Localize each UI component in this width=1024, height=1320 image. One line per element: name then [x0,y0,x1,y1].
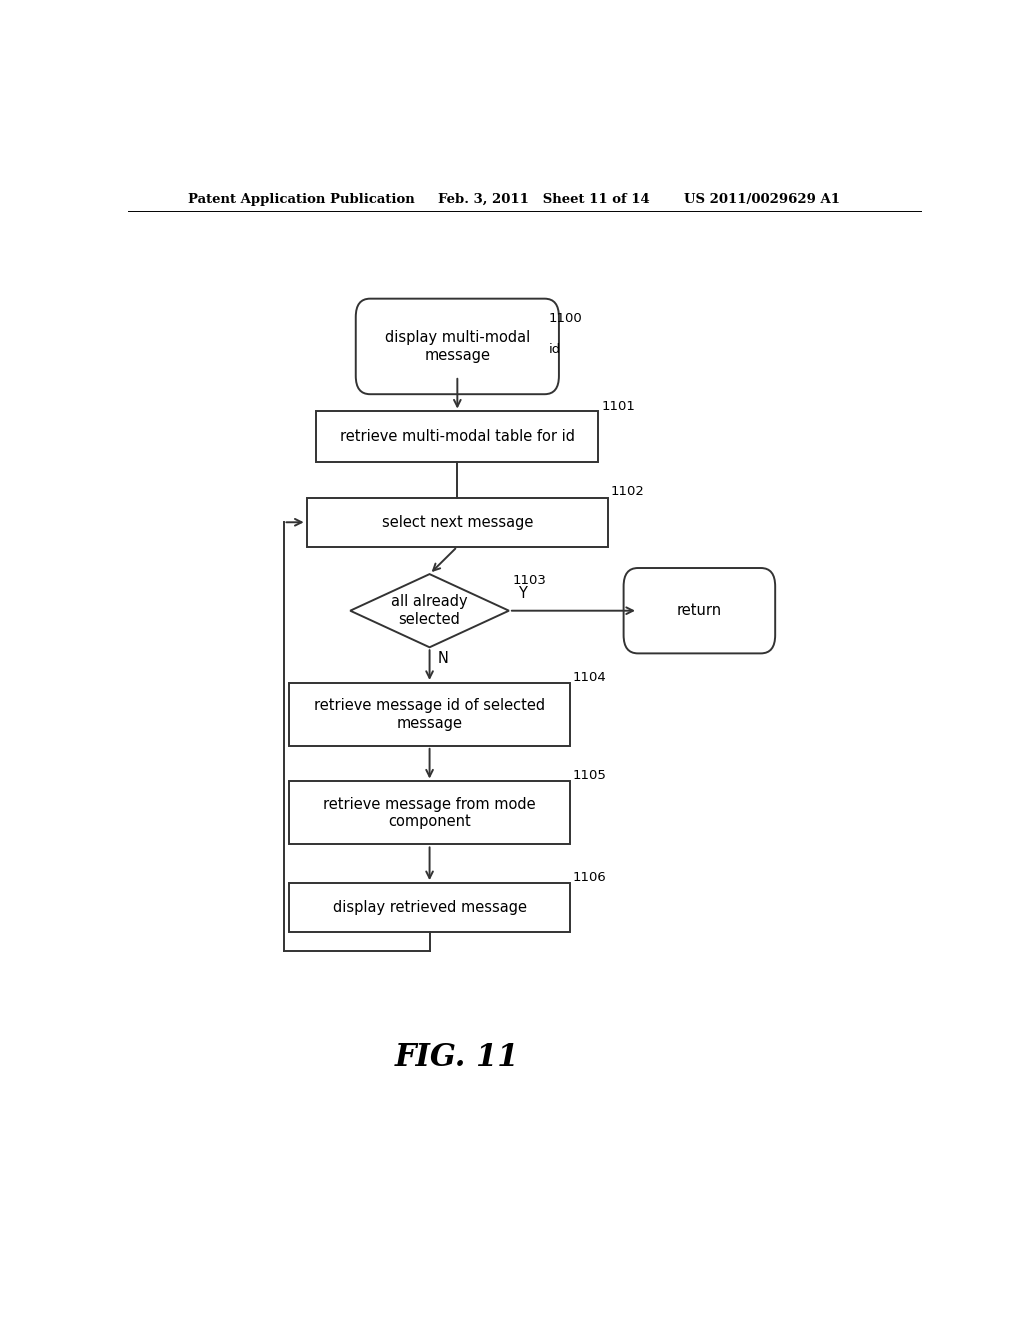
Text: id: id [549,343,561,356]
FancyBboxPatch shape [355,298,559,395]
Text: 1106: 1106 [572,871,606,884]
Text: 1101: 1101 [602,400,636,412]
Text: select next message: select next message [382,515,534,529]
Text: 1100: 1100 [549,312,583,325]
Bar [289,883,570,932]
Text: retrieve message from mode
component: retrieve message from mode component [324,797,536,829]
Text: all already
selected: all already selected [391,594,468,627]
Text: return: return [677,603,722,618]
Text: Patent Application Publication: Patent Application Publication [187,193,415,206]
Bar [306,498,608,546]
Text: retrieve message id of selected
message: retrieve message id of selected message [314,698,545,730]
FancyBboxPatch shape [624,568,775,653]
Polygon shape [350,574,509,647]
Text: display multi-modal
message: display multi-modal message [385,330,530,363]
Text: 1104: 1104 [572,671,606,684]
Text: N: N [437,651,449,667]
Text: Y: Y [518,586,527,601]
Bar [316,412,598,462]
Text: display retrieved message: display retrieved message [333,900,526,915]
Text: 1102: 1102 [610,484,644,498]
Bar [289,781,570,845]
Text: US 2011/0029629 A1: US 2011/0029629 A1 [684,193,840,206]
Text: 1105: 1105 [572,770,606,783]
Text: retrieve multi-modal table for id: retrieve multi-modal table for id [340,429,574,445]
Bar [289,682,570,746]
Text: Feb. 3, 2011   Sheet 11 of 14: Feb. 3, 2011 Sheet 11 of 14 [437,193,649,206]
Text: FIG. 11: FIG. 11 [395,1043,519,1073]
Text: 1103: 1103 [513,574,547,587]
